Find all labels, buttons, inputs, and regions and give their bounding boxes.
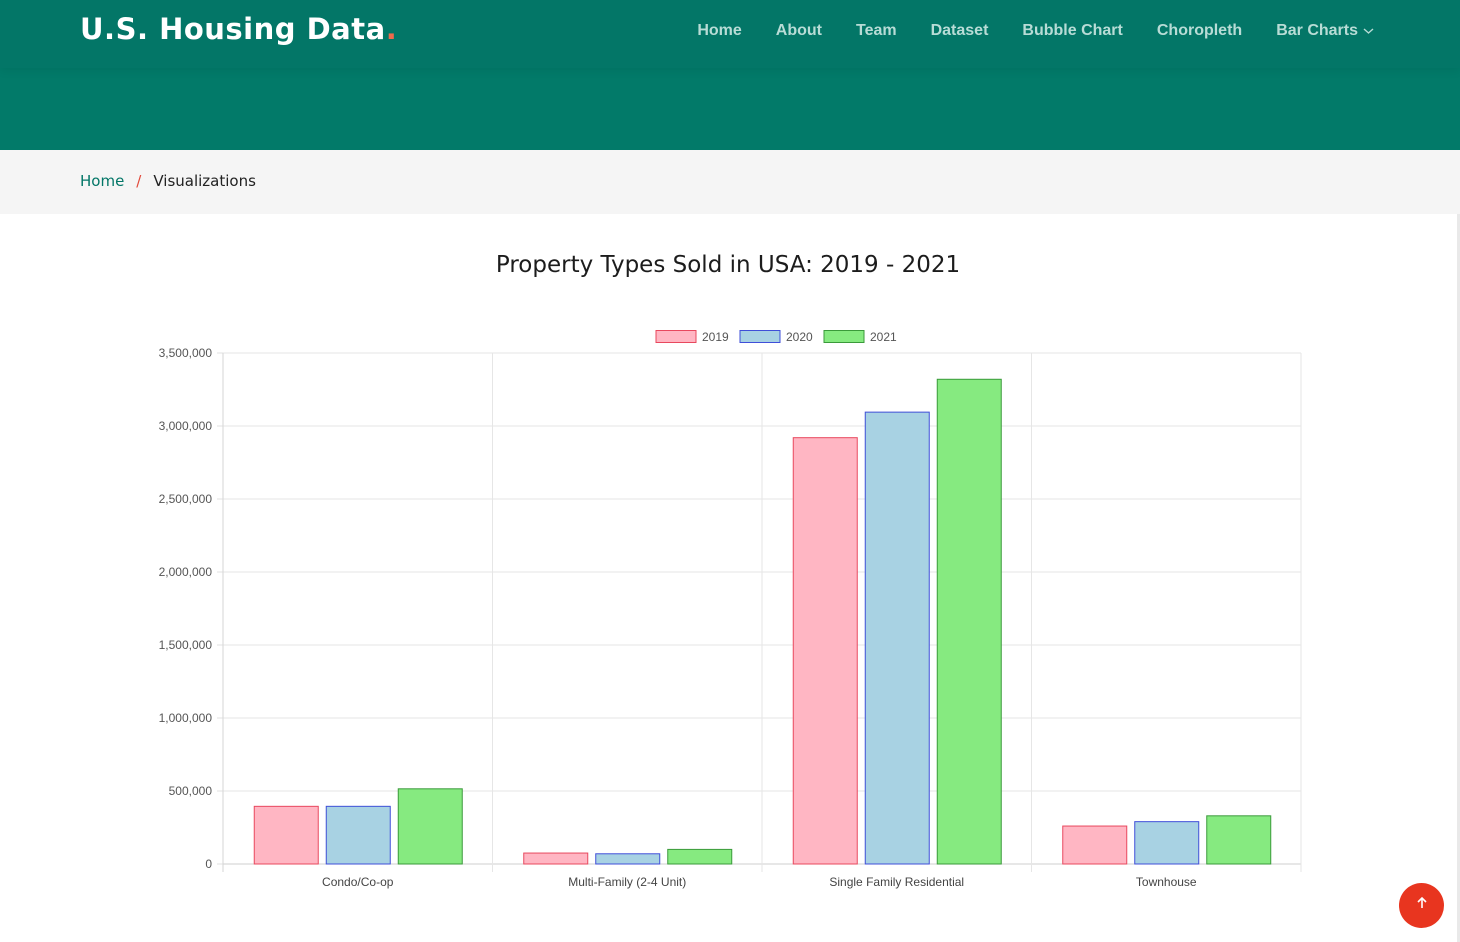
bar-2021 (936, 378, 1002, 865)
y-tick-label: 1,000,000 (159, 711, 213, 725)
breadcrumb-separator: / (136, 172, 142, 190)
x-tick-label: Townhouse (1136, 875, 1197, 889)
nav-dataset[interactable]: Dataset (930, 22, 989, 39)
bar-2019 (523, 852, 589, 865)
legend-label: 2021 (870, 330, 897, 344)
bar-2019 (253, 805, 319, 865)
bar-2020 (1134, 821, 1200, 865)
y-tick-label: 2,500,000 (159, 492, 213, 506)
main-nav: Home About Team Dataset Bubble Chart Cho… (697, 22, 1374, 40)
legend-swatch-2021 (823, 330, 865, 343)
y-tick-label: 500,000 (169, 784, 213, 798)
bar-2020 (595, 853, 661, 865)
breadcrumb-current: Visualizations (153, 172, 256, 190)
nav-bubble-chart[interactable]: Bubble Chart (1022, 22, 1123, 39)
breadcrumb-home-link[interactable]: Home (80, 172, 125, 190)
bar-2019 (1062, 825, 1128, 865)
legend-label: 2020 (786, 330, 813, 344)
nav-team[interactable]: Team (855, 22, 897, 39)
nav-bar-charts-label: Bar Charts (1276, 22, 1358, 39)
breadcrumb: Home / Visualizations (0, 150, 1460, 214)
bar-2020 (864, 411, 930, 865)
bar-2021 (1206, 815, 1272, 865)
scroll-top-button[interactable] (1399, 883, 1444, 928)
legend-swatch-2019 (655, 330, 697, 343)
x-tick-label: Multi-Family (2-4 Unit) (568, 875, 686, 889)
y-tick-label: 1,500,000 (159, 638, 213, 652)
nav-bar-charts[interactable]: Bar Charts (1276, 22, 1374, 40)
legend-label: 2019 (702, 330, 729, 344)
x-tick-label: Single Family Residential (829, 875, 964, 889)
y-tick-label: 3,500,000 (159, 346, 213, 360)
bar-2019 (792, 437, 858, 865)
arrow-up-icon (1415, 896, 1429, 915)
bar-2021 (667, 848, 733, 865)
bar-2020 (325, 805, 391, 865)
nav-about[interactable]: About (775, 22, 822, 39)
chevron-down-icon (1363, 22, 1374, 40)
nav-choropleth[interactable]: Choropleth (1156, 22, 1243, 39)
page-edge (1457, 214, 1460, 942)
y-tick-label: 3,000,000 (159, 419, 213, 433)
x-tick-label: Condo/Co-op (322, 875, 394, 889)
nav-home[interactable]: Home (697, 22, 742, 39)
site-logo[interactable]: U.S. Housing Data. (80, 12, 398, 46)
chart-title: Property Types Sold in USA: 2019 - 2021 (495, 252, 961, 278)
bar-2021 (397, 788, 463, 865)
y-tick-label: 0 (205, 857, 212, 871)
y-tick-label: 2,000,000 (159, 565, 213, 579)
navbar: U.S. Housing Data. Home About Team Datas… (0, 0, 1460, 68)
legend-swatch-2020 (739, 330, 781, 343)
